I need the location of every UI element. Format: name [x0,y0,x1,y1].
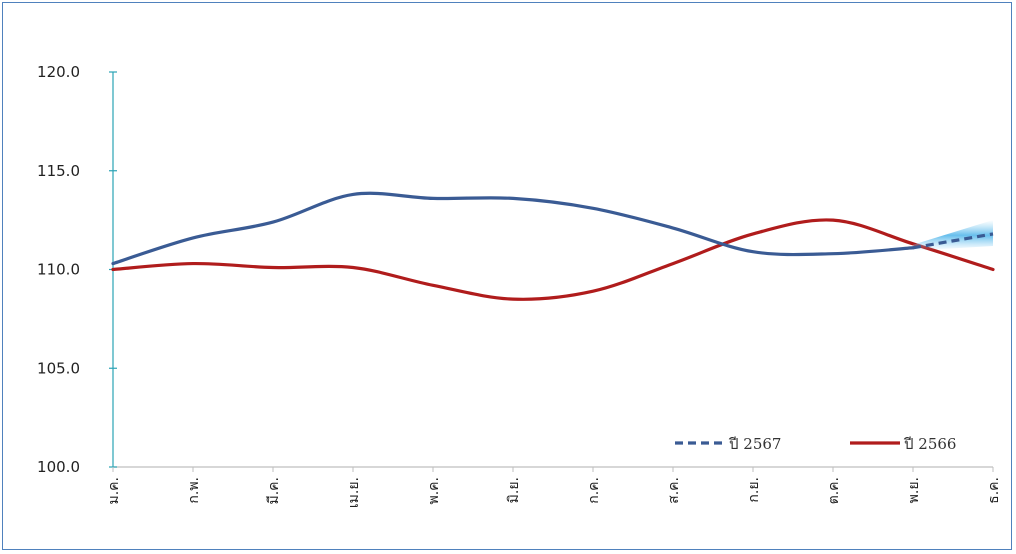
series-line-2567 [111,191,915,266]
y-tick-label: 120.0 [37,63,80,81]
legend-label: ปี 2566 [903,435,956,453]
x-axis-ticks: ม.ค. ก.พ. มี.ค. เม.ย. พ.ค. มิ.ย. ก.ค. ส.ค. ก.ย. ต… [106,467,1002,508]
y-axis-ticks: 100.0 105.0 110.0 115.0 120.0 [37,63,117,476]
y-tick-label: 105.0 [37,359,80,377]
y-tick-label: 100.0 [37,458,80,476]
x-tick-label: ก.ค. [586,477,602,504]
legend-item-2567: ปี 2567 [675,435,781,453]
x-tick-label: ต.ค. [826,477,842,504]
x-tick-label: ม.ค. [106,477,122,505]
x-tick-label: พ.ค. [426,477,442,505]
x-tick-label: ก.พ. [186,477,202,504]
x-tick-label: ส.ค. [666,477,682,504]
series-line-2567-dashed [912,232,994,250]
series-lines [111,191,995,301]
x-tick-label: ก.ย. [746,477,762,503]
y-tick-label: 115.0 [37,162,80,180]
axes [112,72,993,468]
legend-label: ปี 2567 [728,435,781,453]
x-tick-label: มี.ค. [266,477,282,505]
x-tick-label: ธ.ค. [986,477,1002,504]
legend: ปี 2567 ปี 2566 [675,435,956,453]
legend-item-2566: ปี 2566 [850,435,956,453]
x-tick-label: มิ.ย. [506,477,522,503]
series-line-2566 [111,218,995,301]
x-tick-label: พ.ย. [906,477,922,503]
x-tick-label: เม.ย. [346,477,362,508]
y-tick-label: 110.0 [37,261,80,279]
